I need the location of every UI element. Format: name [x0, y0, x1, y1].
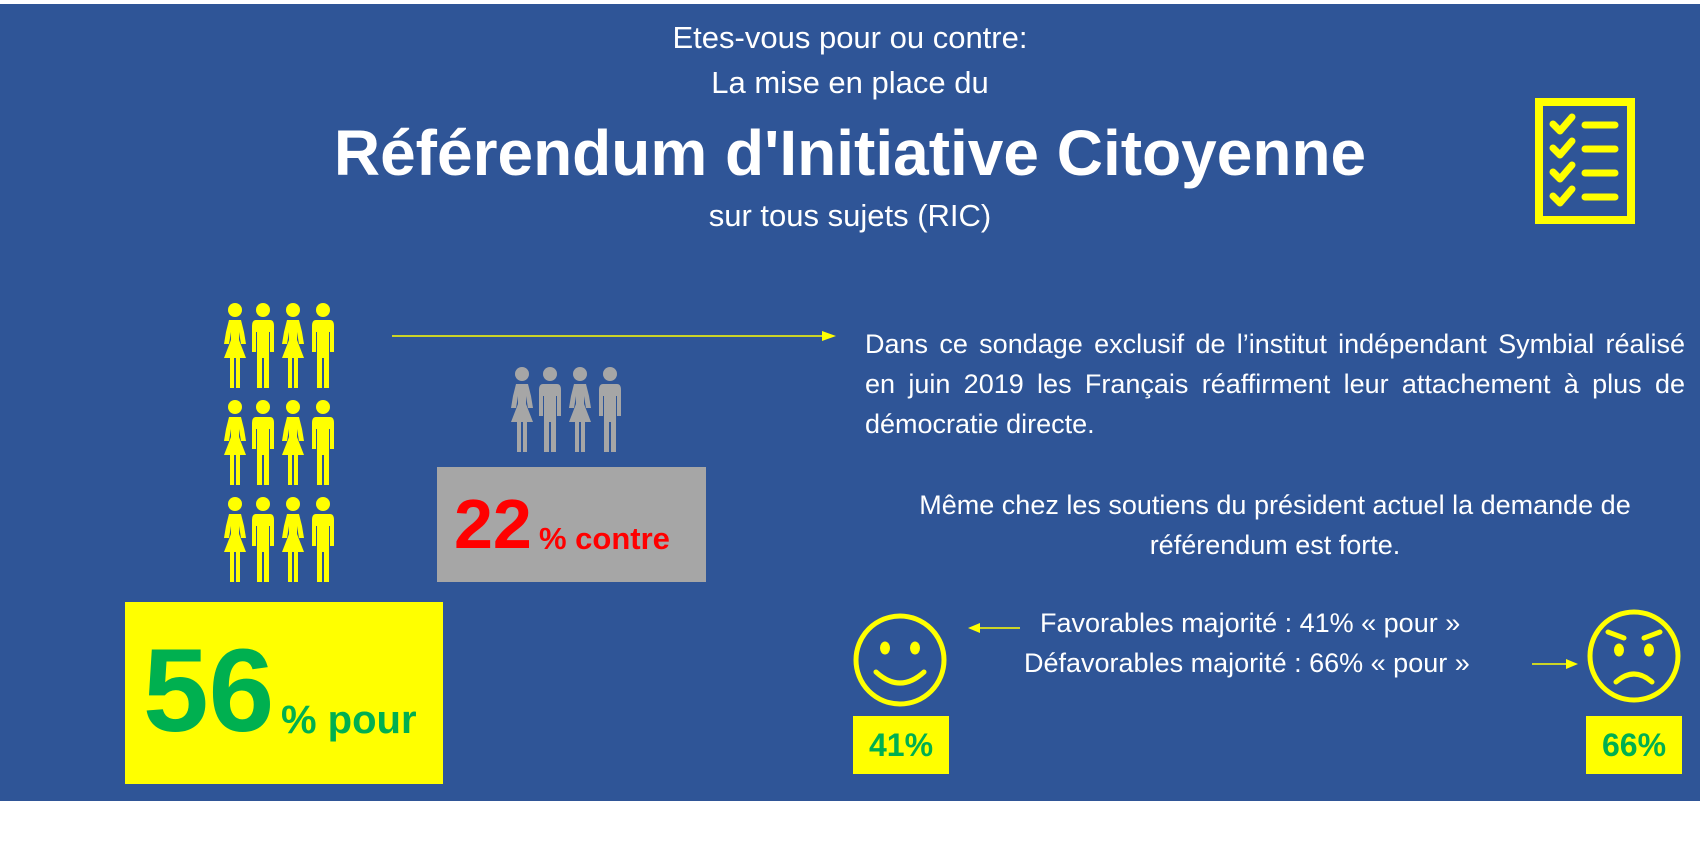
arrow-left-icon — [968, 623, 1020, 633]
description-paragraph: Même chez les soutiens du président actu… — [919, 490, 1631, 560]
page-title: Référendum d'Initiative Citoyenne — [333, 117, 1367, 189]
infographic-panel: Etes-vous pour ou contre: La mise en pla… — [0, 4, 1700, 801]
defavorable-percent-badge: 66% — [1586, 716, 1682, 774]
pour-label: % pour — [281, 698, 417, 742]
checklist-icon — [1535, 98, 1635, 224]
contre-result-box: 22 % contre — [437, 467, 706, 582]
contre-value: 22 — [454, 485, 532, 563]
pour-result-box: 56 % pour — [125, 602, 443, 784]
people-group-icon — [216, 302, 356, 592]
page-subtitle: sur tous sujets (RIC) — [708, 198, 992, 233]
question-line-1: Etes-vous pour ou contre: — [672, 20, 1028, 55]
frowning-face-icon — [1587, 609, 1681, 703]
arrow-right-icon — [392, 331, 836, 341]
defavorable-text: Défavorables majorité : 66% « pour » — [1024, 648, 1470, 678]
description-paragraph: Dans ce sondage exclusif de l’institut i… — [865, 329, 1685, 439]
arrow-right-icon — [1532, 659, 1578, 669]
contre-label: % contre — [539, 521, 670, 556]
smiley-icon — [853, 613, 947, 707]
people-group-icon — [503, 366, 643, 460]
pour-value: 56 — [143, 625, 275, 757]
favorable-percent-badge: 41% — [853, 716, 949, 774]
favorable-text: Favorables majorité : 41% « pour » — [1040, 608, 1461, 638]
question-line-2: La mise en place du — [711, 65, 989, 100]
